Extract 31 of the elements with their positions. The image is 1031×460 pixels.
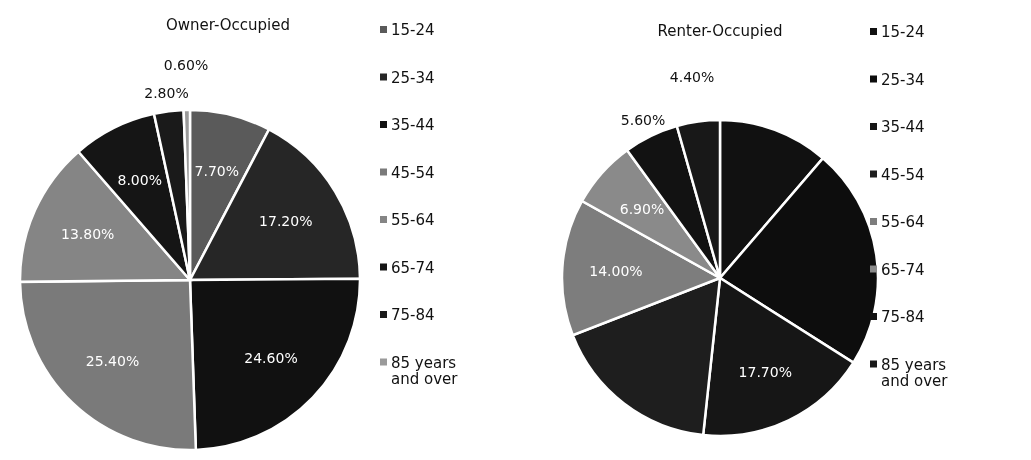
legend-label: 15-24 xyxy=(881,23,925,42)
chart-title: Renter-Occupied xyxy=(657,22,783,40)
legend-label: 45-54 xyxy=(391,163,435,182)
legend-label: 35-44 xyxy=(881,118,925,137)
legend-label: 35-44 xyxy=(391,116,435,135)
legend-label: 55-64 xyxy=(881,213,925,232)
data-label: 25.40% xyxy=(85,353,140,370)
legend-label: 85 years and over xyxy=(391,353,459,388)
legend-label: 85 years and over xyxy=(881,355,949,390)
data-label: 8.00% xyxy=(117,171,162,188)
data-label: 13.80% xyxy=(60,225,115,242)
data-label: 0.60% xyxy=(163,56,209,73)
data-label: 17.20% xyxy=(259,213,313,230)
data-label: 6.90% xyxy=(619,200,665,217)
data-label: 4.40% xyxy=(669,68,715,85)
legend-label: 45-54 xyxy=(881,165,925,184)
legend-label: 25-34 xyxy=(391,68,435,87)
legend-label: 75-84 xyxy=(881,308,925,327)
legend-label: 65-74 xyxy=(391,258,435,277)
data-label: 2.80% xyxy=(144,85,189,102)
legend-label: 65-74 xyxy=(881,260,925,279)
legend-label: 25-34 xyxy=(881,70,925,89)
data-label: 24.60% xyxy=(244,349,298,366)
legend-label: 15-24 xyxy=(391,21,435,40)
data-label: 14.00% xyxy=(589,262,643,279)
data-label: 17.70% xyxy=(738,363,792,380)
legend-label: 75-84 xyxy=(391,306,435,325)
chart-title: Owner-Occupied xyxy=(165,16,291,34)
legend-label: 55-64 xyxy=(391,211,435,230)
data-label: 5.60% xyxy=(620,111,666,128)
data-label: 7.70% xyxy=(194,162,240,179)
